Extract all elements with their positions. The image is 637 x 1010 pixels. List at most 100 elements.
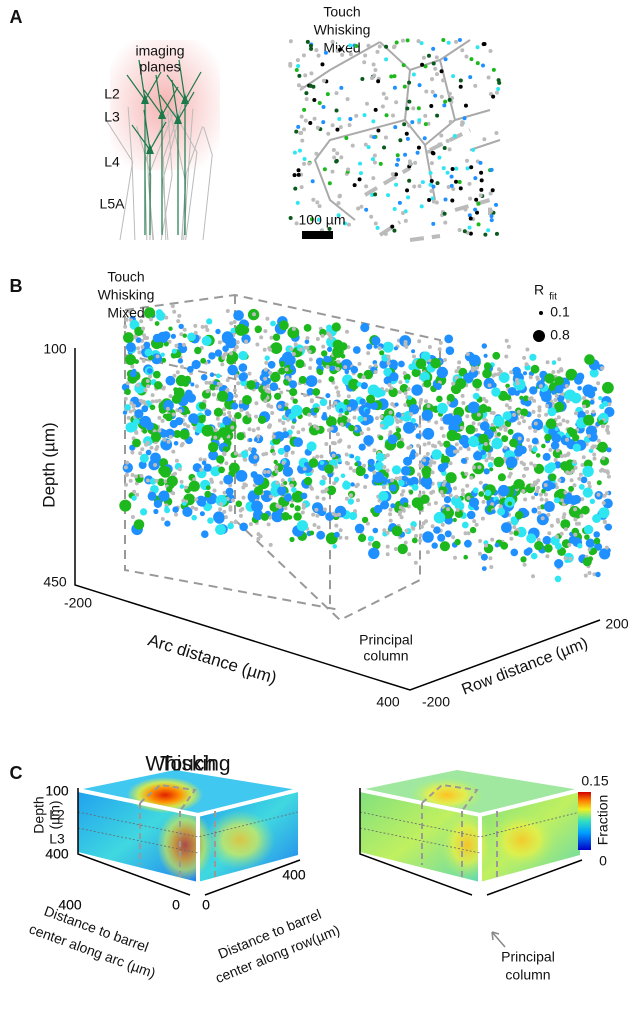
cell-dot [269,404,274,409]
cell-dot [274,465,279,470]
cell-dot [244,483,248,488]
cell-dot [441,166,446,171]
cell-dot [582,557,592,567]
cell-dot [486,228,491,233]
cell-dot [580,476,588,484]
cell-dot [366,43,371,48]
cell-dot [419,524,424,529]
cell-dot [496,372,501,377]
cell-dot [296,430,301,435]
cell-dot [442,414,454,425]
cell-dot [291,487,297,493]
cell-dot [165,406,170,411]
cell-dot [170,333,176,339]
cell-dot [129,370,137,378]
cell-dot [490,537,495,542]
cell-dot [316,53,321,58]
cell-dot [315,200,320,205]
cell-dot [541,488,546,494]
cell-dot [577,543,583,549]
cell-dot [172,506,179,513]
cell-dot [157,428,162,433]
cell-dot [430,358,442,369]
cell-dot [300,138,305,143]
cell-dot [423,122,428,127]
cell-dot [292,173,297,178]
cell-dot [587,571,592,575]
cell-dot [345,461,350,466]
cell-dot [383,415,395,427]
cell-dot [356,206,361,211]
cell-dot [288,216,293,221]
cell-dot [223,474,234,485]
cell-dot [122,410,128,415]
cell-dot [557,357,562,362]
cell-dot [125,354,136,366]
cell-dot [362,463,367,468]
cell-dot [335,367,340,371]
cell-dot [604,491,609,496]
cell-dot [601,456,606,461]
cell-dot [430,196,435,201]
cell-dot [255,342,260,347]
cell-dot [522,562,527,567]
cell-dot [225,387,230,392]
cell-dot [332,155,337,160]
cell-dot [467,225,472,230]
cell-dot [417,184,422,189]
cell-dot [443,358,447,362]
cell-dot [326,131,331,136]
cell-dot [507,428,514,435]
cell-dot [564,384,569,388]
cell-dot [290,450,295,455]
cell-dot [127,309,132,314]
cell-dot [553,401,565,413]
cell-dot [544,433,552,442]
cell-dot [284,367,289,372]
cell-dot [473,176,478,181]
cell-dot [123,396,128,401]
cell-dot [297,148,302,153]
cell-dot [340,473,346,479]
cell-dot [352,415,357,420]
cell-dot [482,396,486,401]
cell-dot [461,521,469,529]
cell-dot [553,398,558,402]
cell-dot [200,324,205,329]
cell-dot [488,49,493,54]
cell-dot [266,522,271,527]
cell-dot [130,364,135,369]
cell-dot [443,57,448,62]
cell-dot [205,485,211,491]
cell-dot [346,418,351,423]
cell-dot [307,349,312,354]
cell-dot [454,494,459,499]
cell-dot [482,368,492,379]
cell-dot [383,231,388,236]
cell-dot [326,416,337,428]
cell-dot [248,438,253,442]
cell-dot [394,476,399,481]
cell-dot [218,427,229,438]
cell-dot [437,533,446,542]
cell-dot [366,351,371,356]
cell-dot [162,441,169,448]
cell-dot [413,160,418,165]
cell-dot [363,417,367,421]
cell-dot [463,554,469,560]
cell-dot [234,412,242,420]
cell-dot [334,91,339,96]
cell-dot [426,441,431,446]
cell-dot [542,452,551,461]
cell-dot [393,346,398,351]
cell-dot [415,433,422,439]
layer-label: L3 [49,831,65,847]
cell-dot [562,512,567,517]
cell-dot [277,418,282,423]
cell-dot [176,319,181,324]
cell-dot [572,494,582,504]
cell-dot [204,409,212,417]
cell-dot [394,402,399,407]
cell-dot [458,78,463,83]
cell-dot [136,346,140,351]
